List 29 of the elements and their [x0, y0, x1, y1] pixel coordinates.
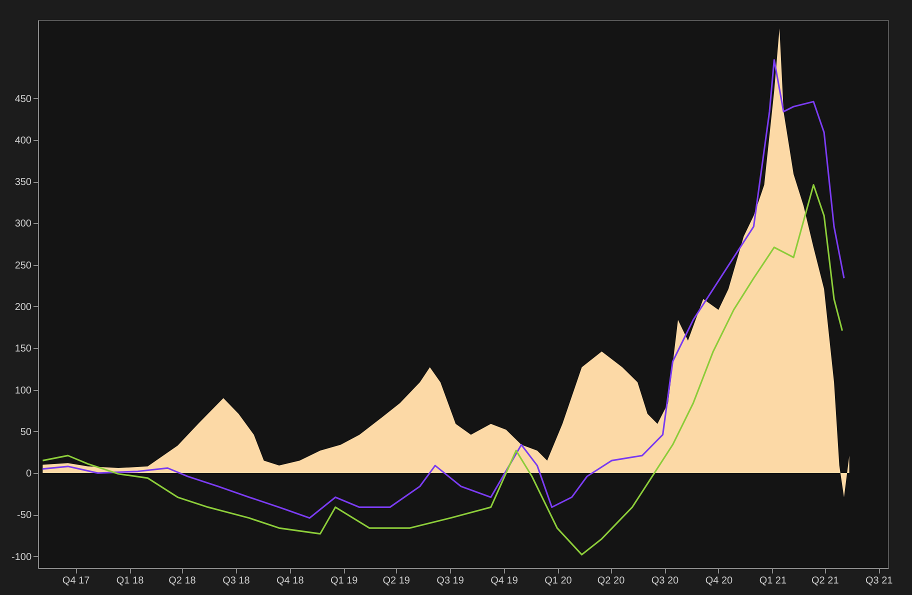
y-tick-label: 100	[14, 385, 32, 396]
x-tick-label: Q2 19	[382, 576, 410, 586]
y-tick-label: 150	[14, 344, 32, 355]
x-tick-label: Q3 18	[222, 576, 250, 586]
y-tick-label: -50	[17, 510, 32, 522]
x-tick-label: Q1 21	[759, 576, 787, 586]
y-tick-label: 50	[20, 426, 32, 438]
x-tick-label: Q1 20	[544, 576, 572, 586]
y-tick-label: 200	[14, 302, 32, 313]
x-tick-label: Q2 18	[168, 576, 196, 586]
y-tick-label: 450	[14, 94, 32, 105]
x-tick-label: Q2 20	[597, 576, 626, 586]
x-tick-label: Q1 18	[116, 576, 144, 586]
y-tick-label: 0	[26, 468, 32, 480]
y-tick-label: 250	[14, 260, 32, 272]
x-tick-label: Q1 19	[330, 576, 358, 586]
x-tick-label: Q3 19	[436, 576, 464, 586]
x-tick-label: Q3 20	[651, 576, 680, 586]
x-tick-label: Q3 21	[865, 576, 894, 586]
y-tick-label: 300	[14, 218, 32, 230]
y-tick-label: 350	[14, 177, 32, 188]
x-tick-label: Q4 18	[276, 576, 304, 586]
x-tick-label: Q4 19	[490, 576, 518, 586]
y-tick-label: -100	[11, 552, 32, 563]
x-tick-label: Q4 20	[705, 576, 734, 586]
y-tick-label: 400	[14, 135, 32, 146]
x-tick-label: Q4 17	[62, 576, 90, 586]
x-tick-label: Q2 21	[812, 576, 840, 586]
line-series	[42, 184, 844, 556]
